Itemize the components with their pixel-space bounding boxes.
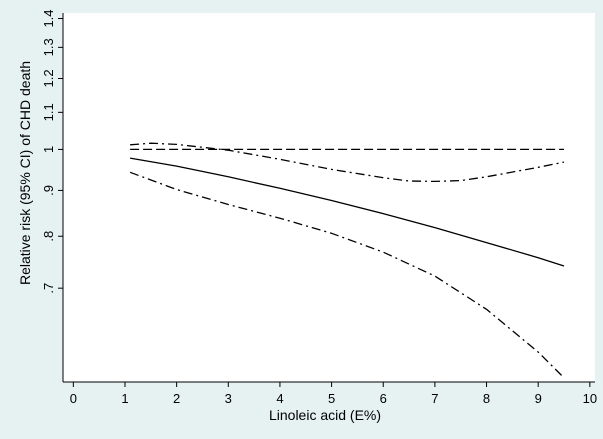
y-tick-label: 1.2 xyxy=(41,69,56,87)
x-tick-label: 5 xyxy=(328,391,335,406)
series-line-estimate xyxy=(129,157,565,267)
x-tick-label: 0 xyxy=(70,391,77,406)
series-line-upper-ci xyxy=(130,142,565,183)
x-tick-label: 9 xyxy=(535,391,542,406)
y-axis-label: Relative risk (95% CI) of CHD death xyxy=(17,61,33,285)
x-tick-label: 6 xyxy=(380,391,387,406)
x-tick-label: 7 xyxy=(431,391,438,406)
y-tick-label: .7 xyxy=(41,283,56,294)
axes: 0 1 2 3 4 5 6 7 8 9 10 .7 .8 .9 1 1.1 1.2 1.3 1.4 xyxy=(41,9,597,406)
x-tick-label: 10 xyxy=(583,391,597,406)
y-tick-label: .9 xyxy=(41,185,56,196)
x-tick-label: 1 xyxy=(121,391,128,406)
x-tick-label: 3 xyxy=(225,391,232,406)
y-tick-label: 1.1 xyxy=(41,103,56,121)
x-tick-label: 2 xyxy=(173,391,180,406)
y-tick-label: 1.3 xyxy=(41,38,56,56)
y-tick-label: .8 xyxy=(41,231,56,242)
series-layer xyxy=(129,142,565,379)
x-axis-label: Linoleic acid (E%) xyxy=(269,407,381,423)
y-tick-label: 1.4 xyxy=(41,9,56,27)
y-tick-label: 1 xyxy=(41,146,56,153)
x-tick-label: 4 xyxy=(276,391,283,406)
plot-area xyxy=(63,13,595,382)
series-line-lower-ci xyxy=(129,171,565,379)
x-tick-label: 8 xyxy=(483,391,490,406)
